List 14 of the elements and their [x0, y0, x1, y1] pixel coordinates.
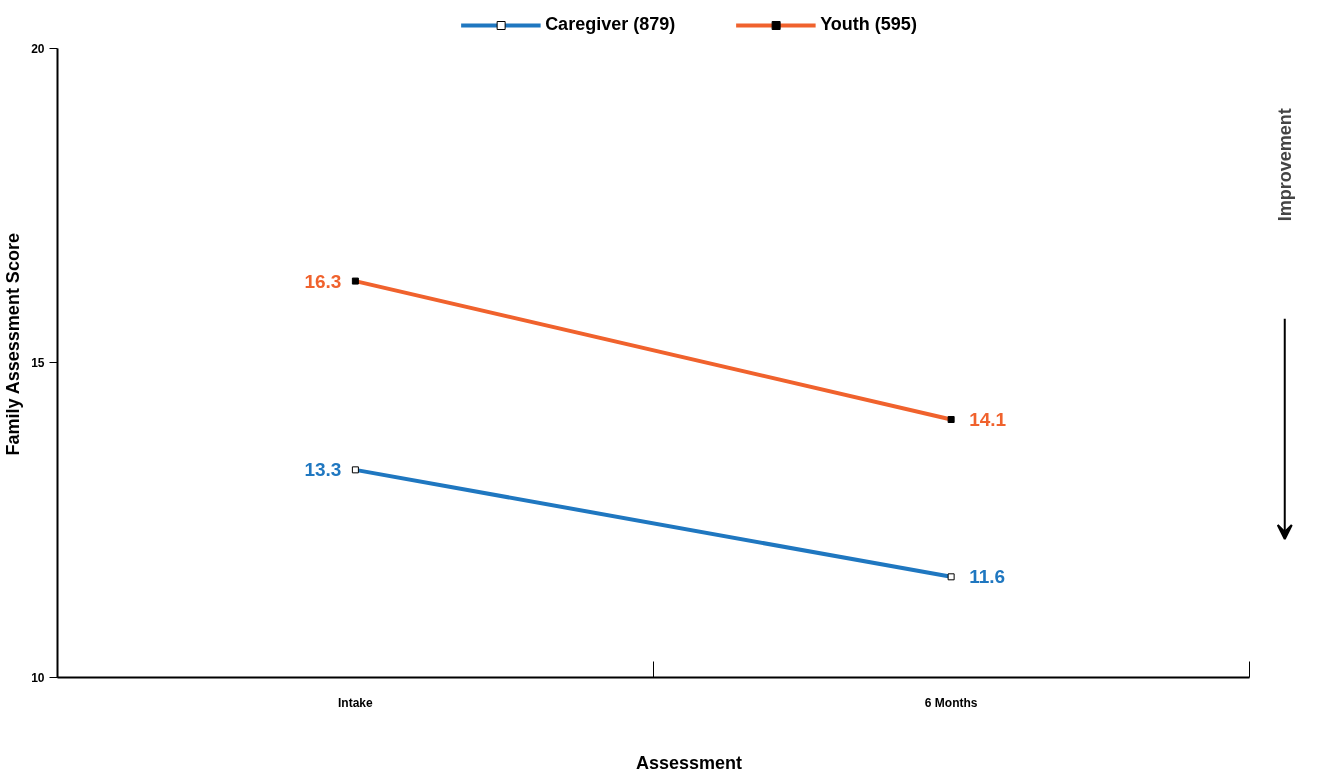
text: Improvement: [1274, 108, 1295, 222]
x-tick-label: 6 Months: [924, 695, 978, 710]
x-axis-title: Assessment: [635, 752, 743, 773]
y-tick-label: 20: [31, 41, 45, 56]
legend-label: Youth (595): [820, 14, 917, 35]
y-tick-label: 10: [31, 671, 45, 685]
y-axis-title: Family Assessment Score: [3, 233, 24, 456]
y-tick-label: 15: [31, 356, 45, 371]
x-tick-label: Intake: [338, 695, 374, 710]
data-label: 16.3: [304, 270, 342, 292]
legend-label: Caregiver (879): [545, 14, 676, 35]
data-label: 13.3: [304, 459, 342, 481]
data-label: 14.1: [969, 409, 1007, 431]
data-label: 11.6: [969, 566, 1006, 588]
